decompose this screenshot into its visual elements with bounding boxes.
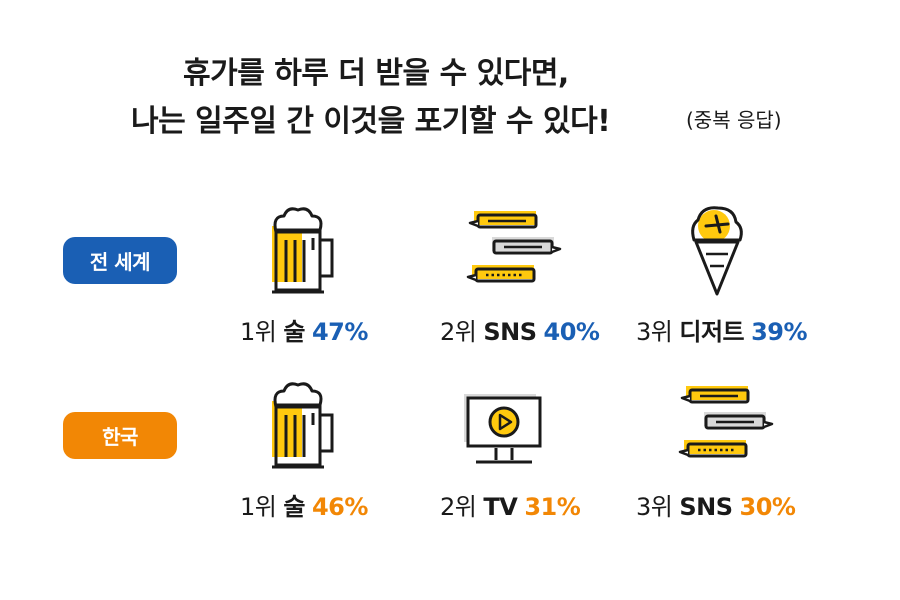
group-badge-world: 전 세계 xyxy=(63,237,177,284)
rank-percent: 40% xyxy=(543,318,600,346)
rank-label-world-2: 2위 SNS 40% xyxy=(440,312,600,347)
rank-percent: 31% xyxy=(524,493,581,521)
beer-mug-icon xyxy=(272,382,334,469)
ice-cream-cone-icon xyxy=(691,206,743,296)
rank-label-korea-1: 1위 술 46% xyxy=(240,487,368,522)
chart-title-line-1: 휴가를 하루 더 받을 수 있다면, xyxy=(183,56,569,91)
rank-number: 3위 xyxy=(636,493,673,521)
chat-bubbles-icon xyxy=(678,386,774,458)
rank-label-world-3: 3위 디저트 39% xyxy=(636,312,808,347)
group-badge-korea: 한국 xyxy=(63,412,177,459)
tv-play-icon xyxy=(464,394,542,464)
rank-label-world-1: 1위 술 47% xyxy=(240,312,368,347)
rank-percent: 39% xyxy=(751,318,808,346)
rank-number: 3위 xyxy=(636,318,673,346)
rank-label-korea-3: 3위 SNS 30% xyxy=(636,487,796,522)
rank-percent: 46% xyxy=(311,493,368,521)
rank-percent: 30% xyxy=(739,493,796,521)
rank-item: TV xyxy=(483,493,518,521)
rank-item: 디저트 xyxy=(679,318,745,346)
rank-item: SNS xyxy=(679,493,733,521)
rank-item: SNS xyxy=(483,318,537,346)
rank-item: 술 xyxy=(283,318,305,346)
chat-bubbles-icon xyxy=(466,211,562,283)
beer-mug-icon xyxy=(272,207,334,294)
rank-label-korea-2: 2위 TV 31% xyxy=(440,487,581,522)
multiple-response-note: (중복 응답) xyxy=(686,108,782,132)
rank-number: 1위 xyxy=(240,318,277,346)
rank-number: 2위 xyxy=(440,318,477,346)
rank-percent: 47% xyxy=(311,318,368,346)
rank-number: 2위 xyxy=(440,493,477,521)
chart-title-line-2: 나는 일주일 간 이것을 포기할 수 있다! xyxy=(131,104,611,139)
rank-number: 1위 xyxy=(240,493,277,521)
rank-item: 술 xyxy=(283,493,305,521)
